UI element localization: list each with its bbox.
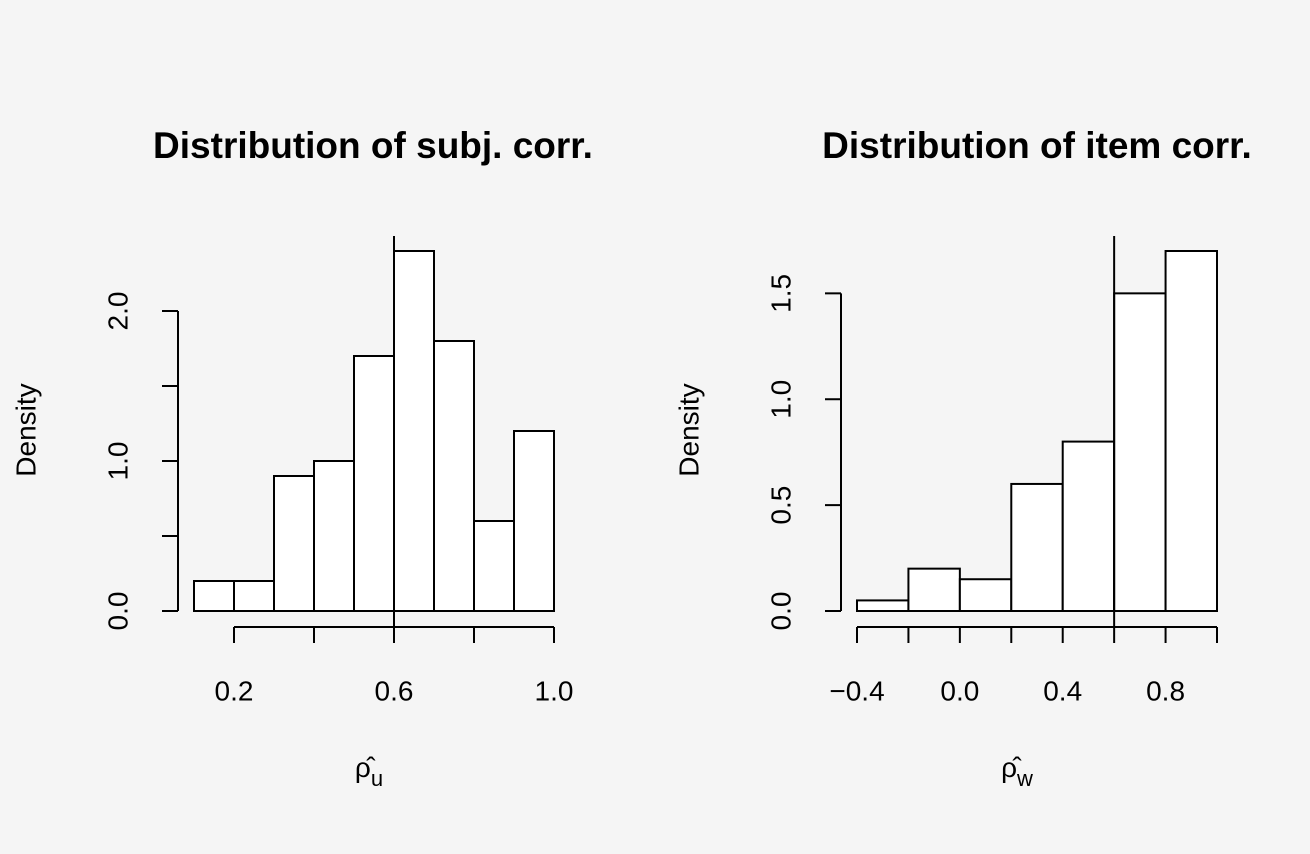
bar <box>1164 250 1218 612</box>
y-tick-label: 1.5 <box>765 274 796 313</box>
x-axis-label-subscript: w <box>1016 766 1033 791</box>
x-axis-label: ρ̂u <box>355 752 383 790</box>
x-tick-label: 0.0 <box>940 675 979 706</box>
chart-title: Distribution of subj. corr. <box>153 125 593 166</box>
x-axis-label: ρ̂w <box>1001 752 1033 790</box>
x-tick-label: 0.2 <box>215 675 254 706</box>
bar <box>233 580 275 612</box>
bar <box>1061 440 1116 612</box>
y-axis-label: Density <box>10 383 41 476</box>
y-tick-label: 0.0 <box>765 592 796 631</box>
x-axis-label-symbol: ρ̂ <box>355 752 376 783</box>
x-tick-label: 0.8 <box>1146 675 1185 706</box>
y-tick-label: 0.0 <box>102 592 133 631</box>
y-tick-label: 2.0 <box>102 292 133 331</box>
y-tick-label: 0.5 <box>765 486 796 525</box>
x-tick-label: −0.4 <box>829 675 884 706</box>
bar <box>433 340 475 612</box>
x-tick-label: 0.4 <box>1043 675 1082 706</box>
bar <box>193 580 235 612</box>
x-axis-label-subscript: u <box>371 766 383 791</box>
bar <box>958 578 1013 612</box>
bar <box>473 520 515 612</box>
bar <box>393 250 435 612</box>
y-tick-label: 1.0 <box>765 380 796 419</box>
bar <box>1113 292 1167 612</box>
bar <box>313 460 355 612</box>
y-tick-label: 1.0 <box>102 442 133 481</box>
panel: Distribution of subj. corr. Density ρ̂u 0.2… <box>10 125 593 791</box>
panel: Distribution of item corr. Density ρ̂w −0.4… <box>673 125 1251 791</box>
bar <box>1010 482 1064 612</box>
bar <box>856 599 910 612</box>
x-tick-label: 1.0 <box>535 675 574 706</box>
bar <box>353 355 395 612</box>
x-tick-label: 0.6 <box>375 675 414 706</box>
chart-title: Distribution of item corr. <box>822 125 1252 166</box>
bar <box>273 475 315 612</box>
x-axis-label-symbol: ρ̂ <box>1001 752 1022 783</box>
y-axis-label: Density <box>673 383 704 476</box>
bar <box>513 430 555 612</box>
bar <box>907 567 961 612</box>
